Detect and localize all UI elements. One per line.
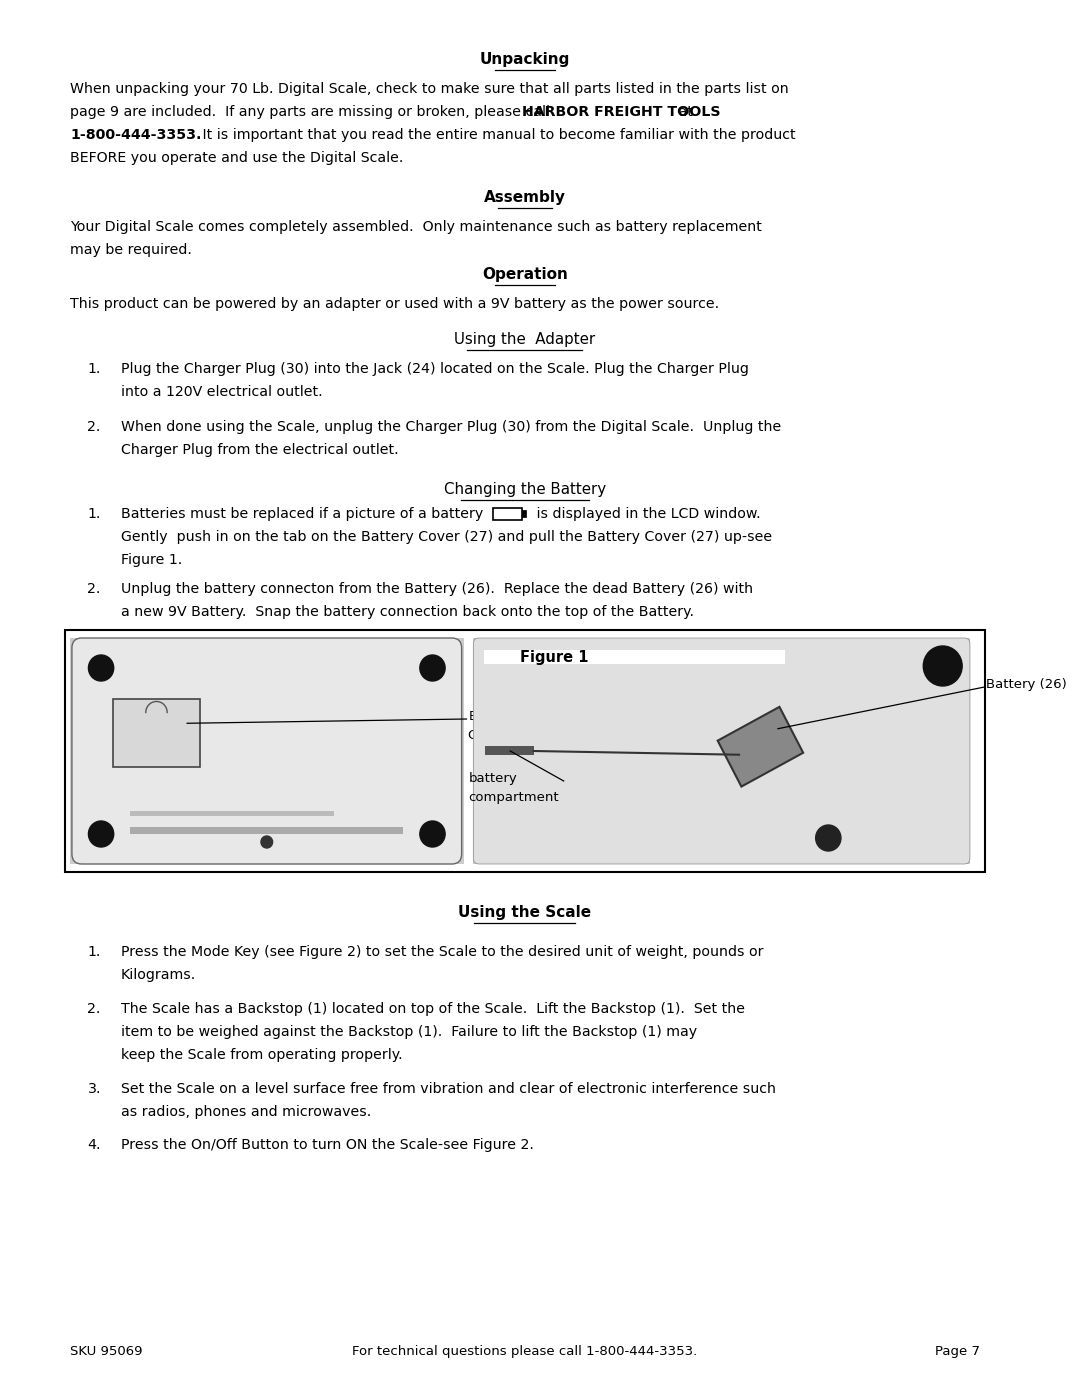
Text: page 9 are included.  If any parts are missing or broken, please call: page 9 are included. If any parts are mi… xyxy=(70,105,554,119)
Bar xyxy=(473,638,970,863)
Text: 2.: 2. xyxy=(87,1002,100,1016)
Text: 3.: 3. xyxy=(87,1083,100,1097)
Text: 1.: 1. xyxy=(87,944,100,958)
Bar xyxy=(522,510,526,517)
Text: SKU 95069: SKU 95069 xyxy=(70,1345,143,1358)
Text: 2.: 2. xyxy=(87,420,100,434)
FancyBboxPatch shape xyxy=(473,638,970,863)
Text: The Scale has a Backstop (1) located on top of the Scale.  Lift the Backstop (1): The Scale has a Backstop (1) located on … xyxy=(121,1002,744,1016)
Text: Battery (26): Battery (26) xyxy=(986,678,1067,692)
Text: Your Digital Scale comes completely assembled.  Only maintenance such as battery: Your Digital Scale comes completely asse… xyxy=(70,219,761,235)
Bar xyxy=(484,650,785,664)
Text: Unpacking: Unpacking xyxy=(480,52,570,67)
Text: Cover (27): Cover (27) xyxy=(469,729,539,742)
Text: 1.: 1. xyxy=(87,362,100,376)
Text: compartment: compartment xyxy=(469,791,559,805)
FancyBboxPatch shape xyxy=(72,638,461,863)
Text: Figure 1: Figure 1 xyxy=(519,650,589,665)
Text: When unpacking your 70 Lb. Digital Scale, check to make sure that all parts list: When unpacking your 70 Lb. Digital Scale… xyxy=(70,82,788,96)
Text: BEFORE you operate and use the Digital Scale.: BEFORE you operate and use the Digital S… xyxy=(70,151,403,165)
Text: 1-800-444-3353.: 1-800-444-3353. xyxy=(70,129,202,142)
Polygon shape xyxy=(717,707,804,787)
Text: Using the  Adapter: Using the Adapter xyxy=(455,332,595,346)
Circle shape xyxy=(420,655,445,680)
Text: When done using the Scale, unplug the Charger Plug (30) from the Digital Scale. : When done using the Scale, unplug the Ch… xyxy=(121,420,781,434)
Text: keep the Scale from operating properly.: keep the Scale from operating properly. xyxy=(121,1048,402,1062)
Bar xyxy=(65,630,985,872)
Text: is displayed in the LCD window.: is displayed in the LCD window. xyxy=(531,507,760,521)
Text: into a 120V electrical outlet.: into a 120V electrical outlet. xyxy=(121,386,322,400)
Text: at: at xyxy=(674,105,692,119)
Text: Press the On/Off Button to turn ON the Scale-see Figure 2.: Press the On/Off Button to turn ON the S… xyxy=(121,1139,534,1153)
Text: Using the Scale: Using the Scale xyxy=(458,905,592,921)
Bar xyxy=(131,827,403,834)
Text: a new 9V Battery.  Snap the battery connection back onto the top of the Battery.: a new 9V Battery. Snap the battery conne… xyxy=(121,605,693,619)
Text: may be required.: may be required. xyxy=(70,243,192,257)
Text: 1.: 1. xyxy=(87,507,100,521)
Text: Batteries must be replaced if a picture of a battery: Batteries must be replaced if a picture … xyxy=(121,507,483,521)
Text: Set the Scale on a level surface free from vibration and clear of electronic int: Set the Scale on a level surface free fr… xyxy=(121,1083,775,1097)
Circle shape xyxy=(89,655,113,680)
Text: It is important that you read the entire manual to become familiar with the prod: It is important that you read the entire… xyxy=(189,129,795,142)
Circle shape xyxy=(815,826,841,851)
Circle shape xyxy=(923,645,962,686)
Bar xyxy=(112,700,200,767)
Text: 2.: 2. xyxy=(87,583,100,597)
Text: Assembly: Assembly xyxy=(484,190,566,205)
Circle shape xyxy=(261,835,272,848)
Circle shape xyxy=(420,821,445,847)
Bar xyxy=(131,810,334,816)
Text: Charger Plug from the electrical outlet.: Charger Plug from the electrical outlet. xyxy=(121,443,399,457)
Text: For technical questions please call 1-800-444-3353.: For technical questions please call 1-80… xyxy=(352,1345,698,1358)
Text: HARBOR FREIGHT TOOLS: HARBOR FREIGHT TOOLS xyxy=(522,105,720,119)
Text: Press the Mode Key (see Figure 2) to set the Scale to the desired unit of weight: Press the Mode Key (see Figure 2) to set… xyxy=(121,944,762,958)
Text: 4.: 4. xyxy=(87,1139,100,1153)
Circle shape xyxy=(89,821,113,847)
Text: Unplug the battery connecton from the Battery (26).  Replace the dead Battery (2: Unplug the battery connecton from the Ba… xyxy=(121,583,753,597)
Bar xyxy=(70,638,463,863)
Text: Page 7: Page 7 xyxy=(934,1345,980,1358)
Text: battery: battery xyxy=(469,773,517,785)
Text: Kilograms.: Kilograms. xyxy=(121,968,195,982)
Text: Figure 1.: Figure 1. xyxy=(121,553,181,567)
Text: Gently  push in on the tab on the Battery Cover (27) and pull the Battery Cover : Gently push in on the tab on the Battery… xyxy=(121,529,771,543)
Text: Battery: Battery xyxy=(469,710,517,724)
Text: Plug the Charger Plug (30) into the Jack (24) located on the Scale. Plug the Cha: Plug the Charger Plug (30) into the Jack… xyxy=(121,362,748,376)
Text: Operation: Operation xyxy=(482,267,568,282)
Text: This product can be powered by an adapter or used with a 9V battery as the power: This product can be powered by an adapte… xyxy=(70,298,719,312)
Text: item to be weighed against the Backstop (1).  Failure to lift the Backstop (1) m: item to be weighed against the Backstop … xyxy=(121,1025,697,1039)
Text: as radios, phones and microwaves.: as radios, phones and microwaves. xyxy=(121,1105,370,1119)
Text: Changing the Battery: Changing the Battery xyxy=(444,482,606,497)
Bar xyxy=(485,746,534,754)
Bar xyxy=(492,507,522,520)
